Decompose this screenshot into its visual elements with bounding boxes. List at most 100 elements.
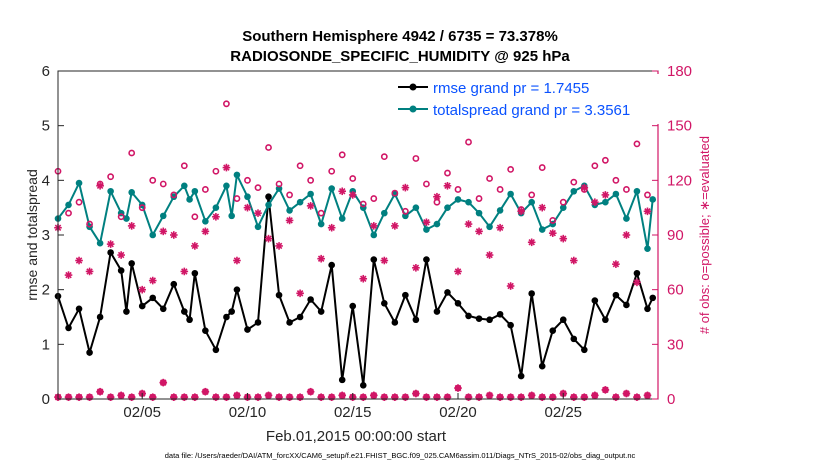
obs-bottom-evaluated-point [275,393,283,401]
obs-bottom-evaluated-point [233,391,241,400]
obs-evaluated-point [296,289,304,298]
obs-bottom-evaluated-point [601,386,610,394]
obs-evaluated-point [601,191,610,199]
y-tick-label-right: 90 [667,227,684,244]
obs-evaluated-point [569,256,578,265]
obs-evaluated-point [612,260,620,268]
obs-bottom-evaluated-point [485,391,494,400]
totalspread-point [186,196,193,203]
legend-spread-label: totalspread grand pr = 3.3561 [433,102,630,119]
obs-bottom-evaluated-point [506,393,515,401]
obs-possible-point [159,180,167,188]
totalspread-point [412,204,420,211]
obs-evaluated-point [433,192,441,201]
rmse-point [649,294,657,302]
obs-evaluated-point [517,207,525,216]
rmse-point [265,193,272,201]
totalspread-point [254,223,262,231]
totalspread-point [202,218,209,225]
obs-evaluated-point [254,209,262,217]
y-tick-label-left: 4 [42,172,50,189]
obs-bottom-evaluated-point [75,393,83,401]
legend: rmse grand pr = 1.7455 totalspread grand… [394,74,659,124]
x-tick-label: 02/05 [123,404,161,421]
y-axis-label-right: # of obs: o=possible; ∗=evaluated [697,136,712,334]
rmse-point [359,382,367,389]
totalspread-point [286,207,293,214]
obs-possible-point [601,156,609,164]
obs-evaluated-point [327,223,336,232]
obs-possible-point [623,186,630,193]
obs-evaluated-point [422,218,431,227]
y-tick-label-right: 120 [667,172,692,189]
rmse-point [65,324,72,332]
obs-evaluated-point [559,234,568,243]
obs-bottom-evaluated-point [180,393,189,401]
rmse-point [286,319,293,326]
rmse-point [633,269,641,277]
obs-bottom-evaluated-point [454,384,462,392]
totalspread-point [149,231,157,239]
obs-evaluated-point [538,203,547,212]
obs-evaluated-point [548,229,557,237]
obs-evaluated-point [201,227,210,236]
obs-evaluated-point [191,242,199,250]
obs-bottom-evaluated-point [127,393,136,401]
totalspread-point [475,209,483,217]
obs-possible-point [454,186,462,193]
obs-evaluated-point [148,276,157,285]
obs-bottom-evaluated-point [148,393,157,401]
obs-evaluated-point [85,267,94,276]
obs-evaluated-point [338,187,347,196]
obs-evaluated-point [75,256,83,265]
rmse-point [191,269,199,277]
obs-evaluated-point [348,191,357,199]
obs-bottom-evaluated-point [391,393,399,401]
obs-evaluated-point [264,234,273,243]
obs-possible-point [296,162,304,170]
obs-possible-point [380,153,388,161]
obs-evaluated-point [412,264,420,272]
obs-possible-point [633,140,641,148]
obs-possible-point [138,204,146,212]
rmse-point [349,302,357,310]
obs-evaluated-point [391,222,399,230]
x-tick-label: 02/10 [229,404,267,421]
rmse-point [423,256,430,263]
obs-evaluated-point [485,251,494,259]
rmse-point [412,316,420,324]
totalspread-point [296,198,304,206]
obs-possible-point [401,207,409,215]
rmse-point [391,319,399,326]
totalspread-point [107,187,114,195]
obs-bottom-evaluated-point [569,393,578,401]
obs-possible-point [644,191,651,199]
rmse-point [454,300,462,307]
obs-bottom-evaluated-point [622,389,631,398]
y-tick-label-right: 150 [667,118,692,135]
rmse-point [117,267,125,274]
y-tick-label-left: 5 [42,118,50,135]
rmse-point [307,296,314,303]
rmse-point [402,291,409,299]
rmse-point [623,301,630,309]
rmse-point [138,302,146,310]
obs-bottom-evaluated-point [96,387,104,396]
rmse-point [486,316,493,324]
totalspread-point [528,198,535,206]
obs-bottom-evaluated-point [285,393,294,401]
obs-bottom-evaluated-point [433,393,441,401]
obs-possible-point [391,189,399,197]
rmse-point [570,335,578,343]
rmse-point [107,249,114,256]
totalspread-point [223,182,230,190]
totalspread-point [96,239,104,247]
rmse-point [244,326,251,333]
totalspread-point [465,198,472,206]
totalspread-point [602,198,609,206]
obs-possible-point [233,195,241,202]
obs-bottom-evaluated-point [591,391,599,400]
obs-possible-point [507,165,515,173]
obs-evaluated-point [475,227,483,236]
